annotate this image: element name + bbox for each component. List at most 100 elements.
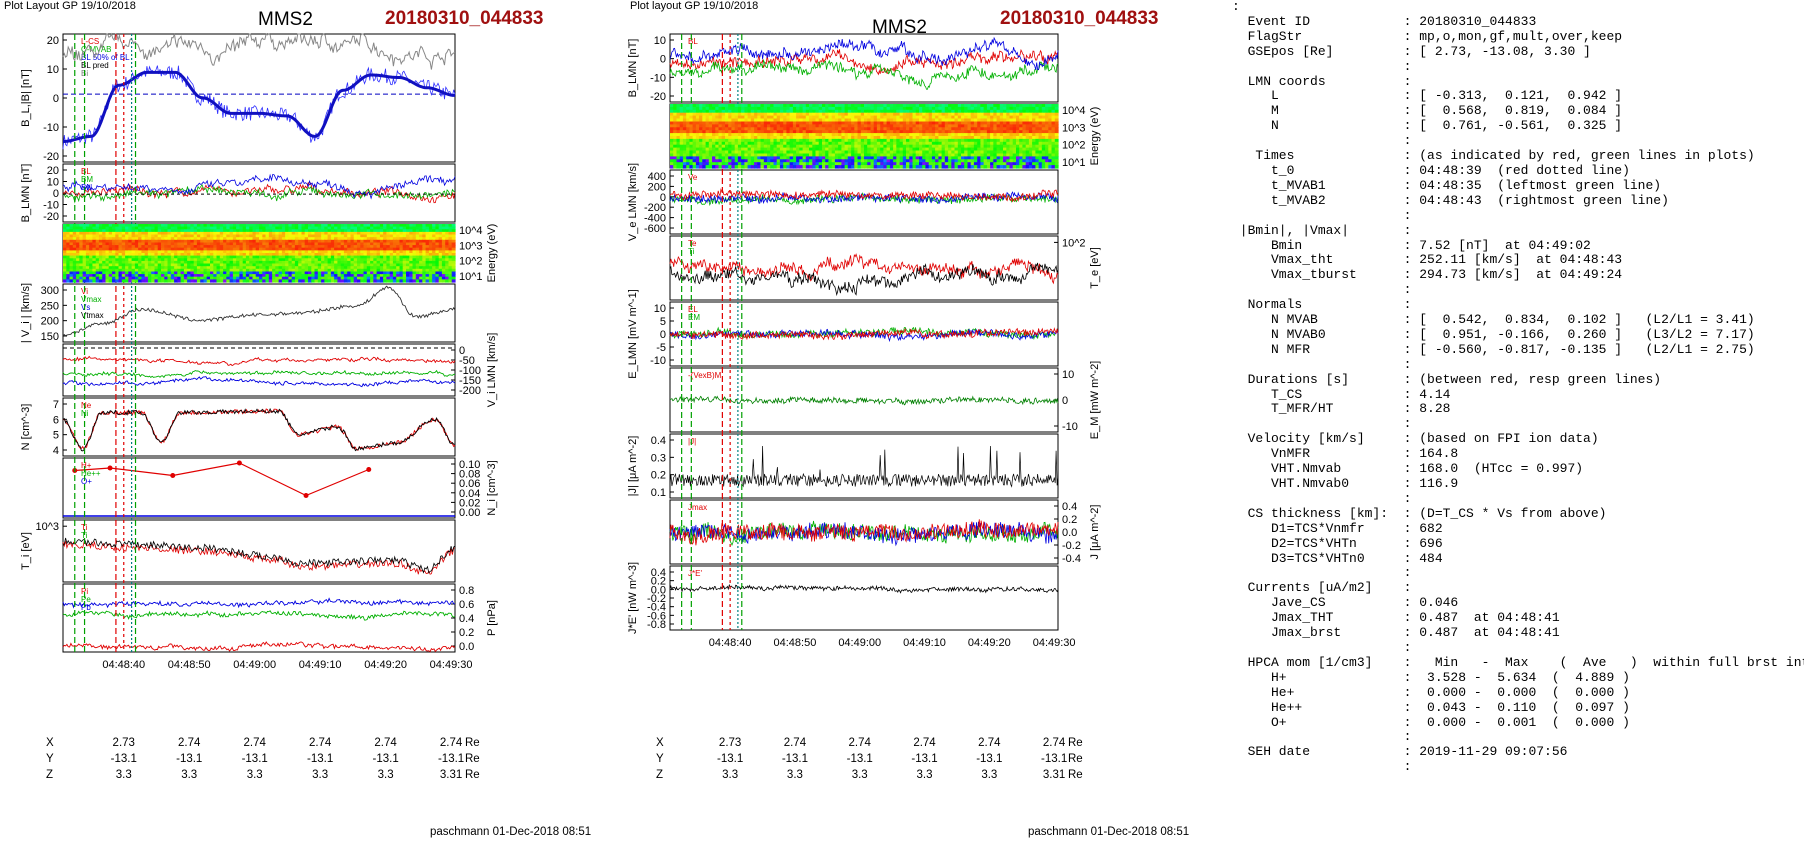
mid-ytick-label: -600 <box>644 223 666 235</box>
left-ytick-label: -10 <box>43 200 59 212</box>
mid-ytick-label: 0.0 <box>1062 527 1077 539</box>
pos-unit: Re <box>465 737 480 749</box>
left-ytick-label: 0.8 <box>459 585 474 597</box>
pos-row-label: Z <box>46 769 54 781</box>
mid-ytick-label: 0.3 <box>651 452 666 464</box>
mid-ylabel: B_LMN [nT] <box>627 39 639 98</box>
pos-cell: 3.3 <box>377 769 394 781</box>
mid-legend-entry: Te <box>688 239 697 248</box>
left-pressure-trace <box>62 610 456 621</box>
pos-cell: 2.73 <box>112 737 135 749</box>
left-ytick-label: -100 <box>459 365 481 377</box>
mid-legend-entry: Ve <box>688 173 698 182</box>
pos-unit: Re <box>1068 737 1083 749</box>
summary-line: t_MVAB1 : 04:48:35 (leftmost green line) <box>1232 177 1662 193</box>
summary-line: : <box>1232 729 1412 745</box>
mid-time-tick: 04:49:20 <box>968 637 1011 649</box>
mid-ytick-label: 0.4 <box>651 567 666 579</box>
left-ytick-label: 300 <box>41 285 59 297</box>
pos-cell: 2.74 <box>1042 737 1066 749</box>
left-vi-trace <box>62 285 456 337</box>
pos-cell: 3.3 <box>312 769 329 781</box>
pos-cell: -13.1 <box>846 753 873 765</box>
left-ytick-label: 7 <box>53 399 59 411</box>
summary-line: D3=TCS*VHTn0 : 484 <box>1232 550 1443 566</box>
pos-row-label: Y <box>656 753 664 765</box>
pos-cell: 2.74 <box>978 737 1001 749</box>
left-legend-entry: BL pred <box>81 61 109 70</box>
pos-cell: -13.1 <box>976 753 1003 765</box>
mid-ytick-label: -10 <box>650 72 666 84</box>
left-ytick-label: 10^1 <box>459 271 483 283</box>
pos-cell: 2.74 <box>783 737 807 749</box>
summary-line: : <box>1232 565 1412 581</box>
mid-footer: paschmann 01-Dec-2018 08:51 <box>1028 826 1190 838</box>
mid-ylabel: |J| [μA m^-2] <box>627 436 639 497</box>
pos-cell: 3.3 <box>851 769 868 781</box>
summary-line: CS thickness [km]: : (D=T_CS * Vs from a… <box>1232 505 1607 521</box>
left-ytick-label: 10 <box>47 177 59 189</box>
left-legend-entry: Vmax <box>81 295 101 304</box>
mid-panel-frame <box>669 33 1059 103</box>
summary-line: Vmax_tburst : 294.73 [km/s] at 04:49:24 <box>1232 267 1623 283</box>
left-ion-spectrogram <box>63 224 456 283</box>
left-ytick-label: 4 <box>53 445 59 457</box>
mid-ytick-label: 0.0 <box>651 584 666 596</box>
summary-line: VHT.Nmvab0 : 116.9 <box>1232 476 1459 491</box>
pos-cell: 2.74 <box>848 737 871 749</box>
left-time-tick: 04:49:00 <box>233 659 276 671</box>
pos-row-label: Z <box>656 769 664 781</box>
summary-line: T_MFR/HT : 8.28 <box>1232 401 1451 417</box>
left-ytick-label: 0.04 <box>459 488 480 500</box>
left-ylabel: N [cm^-3] <box>20 404 32 451</box>
summary-line: Durations [s] : (between red, resp green… <box>1232 371 1662 387</box>
mid-time-tick: 04:49:30 <box>1033 637 1076 649</box>
mid-panel-je: 0.40.20.0-0.2-0.4-0.6-0.8 J*E' [nW m^-3] J… <box>627 562 1059 634</box>
mid-blmn-trace <box>669 58 1059 90</box>
mid-ytick-label: 10 <box>654 35 666 47</box>
left-b-total-trace <box>62 32 456 70</box>
summary-line: H+ : 3.528 - 5.634 ( 4.889 ) <box>1232 669 1630 685</box>
summary-line: Normals : <box>1232 297 1412 313</box>
mid-ytick-label: 5 <box>660 316 666 328</box>
left-legend-entry: O+ <box>81 477 92 486</box>
pos-row-label: X <box>46 737 54 749</box>
summary-line: : <box>1232 490 1412 506</box>
mid-blmn-trace <box>669 48 1059 76</box>
mid-ytick-label: 0 <box>660 54 666 66</box>
mid-ytick-label: 0.2 <box>651 470 666 482</box>
summary-line: N MFR : [ -0.560, -0.817, -0.135 ] (L2/L… <box>1232 341 1755 357</box>
pos-unit: Re <box>465 753 480 765</box>
left-figure-title: MMS2 <box>258 9 313 30</box>
left-ytick-label: 10^4 <box>459 225 483 237</box>
left-panel-frame <box>62 457 456 519</box>
left-ytick-label: 0 <box>53 93 59 105</box>
mid-panel-j: 0.4 0.3 0.2 0.1 |J| [μA m^-2] |J| <box>627 433 1059 499</box>
pos-unit: Re <box>1068 769 1083 781</box>
left-ytick-label: 0.2 <box>459 627 474 639</box>
left-position-table: X 2.73 2.74 2.74 2.74 2.74 2.74 Re Y -13.1 -13.1 -1… <box>0 737 560 797</box>
left-ylabel: P [nPa] <box>486 600 498 636</box>
summary-line: D2=TCS*VHTn : 696 <box>1232 535 1443 551</box>
pos-cell: 3.3 <box>981 769 998 781</box>
mid-ytick-label: -5 <box>656 342 666 354</box>
left-ytick-label: 0.06 <box>459 478 480 490</box>
summary-line: : <box>1232 58 1412 74</box>
left-ylabel: B_L,|B| [nT] <box>20 69 32 127</box>
summary-line: t_0 : 04:48:39 (red dotted line) <box>1232 162 1630 178</box>
left-ne-trace <box>62 408 456 451</box>
left-ytick-label: 0 <box>53 188 59 200</box>
left-legend-entry: BL <box>81 167 91 176</box>
mid-time-tick: 04:48:50 <box>774 637 817 649</box>
mid-ytick-label: -20 <box>650 91 666 103</box>
summary-line: VHT.Nmvab : 168.0 (HTcc = 0.997) <box>1232 461 1584 477</box>
left-ytick-label: -20 <box>43 151 59 163</box>
left-blmn-trace <box>62 173 456 200</box>
left-ylabel: | V_i | [km/s] <box>20 283 32 343</box>
pos-unit: Re <box>1068 753 1083 765</box>
mid-em-trace <box>669 395 1059 406</box>
left-ni-trace <box>62 407 456 452</box>
pos-cell: 2.74 <box>439 737 463 749</box>
